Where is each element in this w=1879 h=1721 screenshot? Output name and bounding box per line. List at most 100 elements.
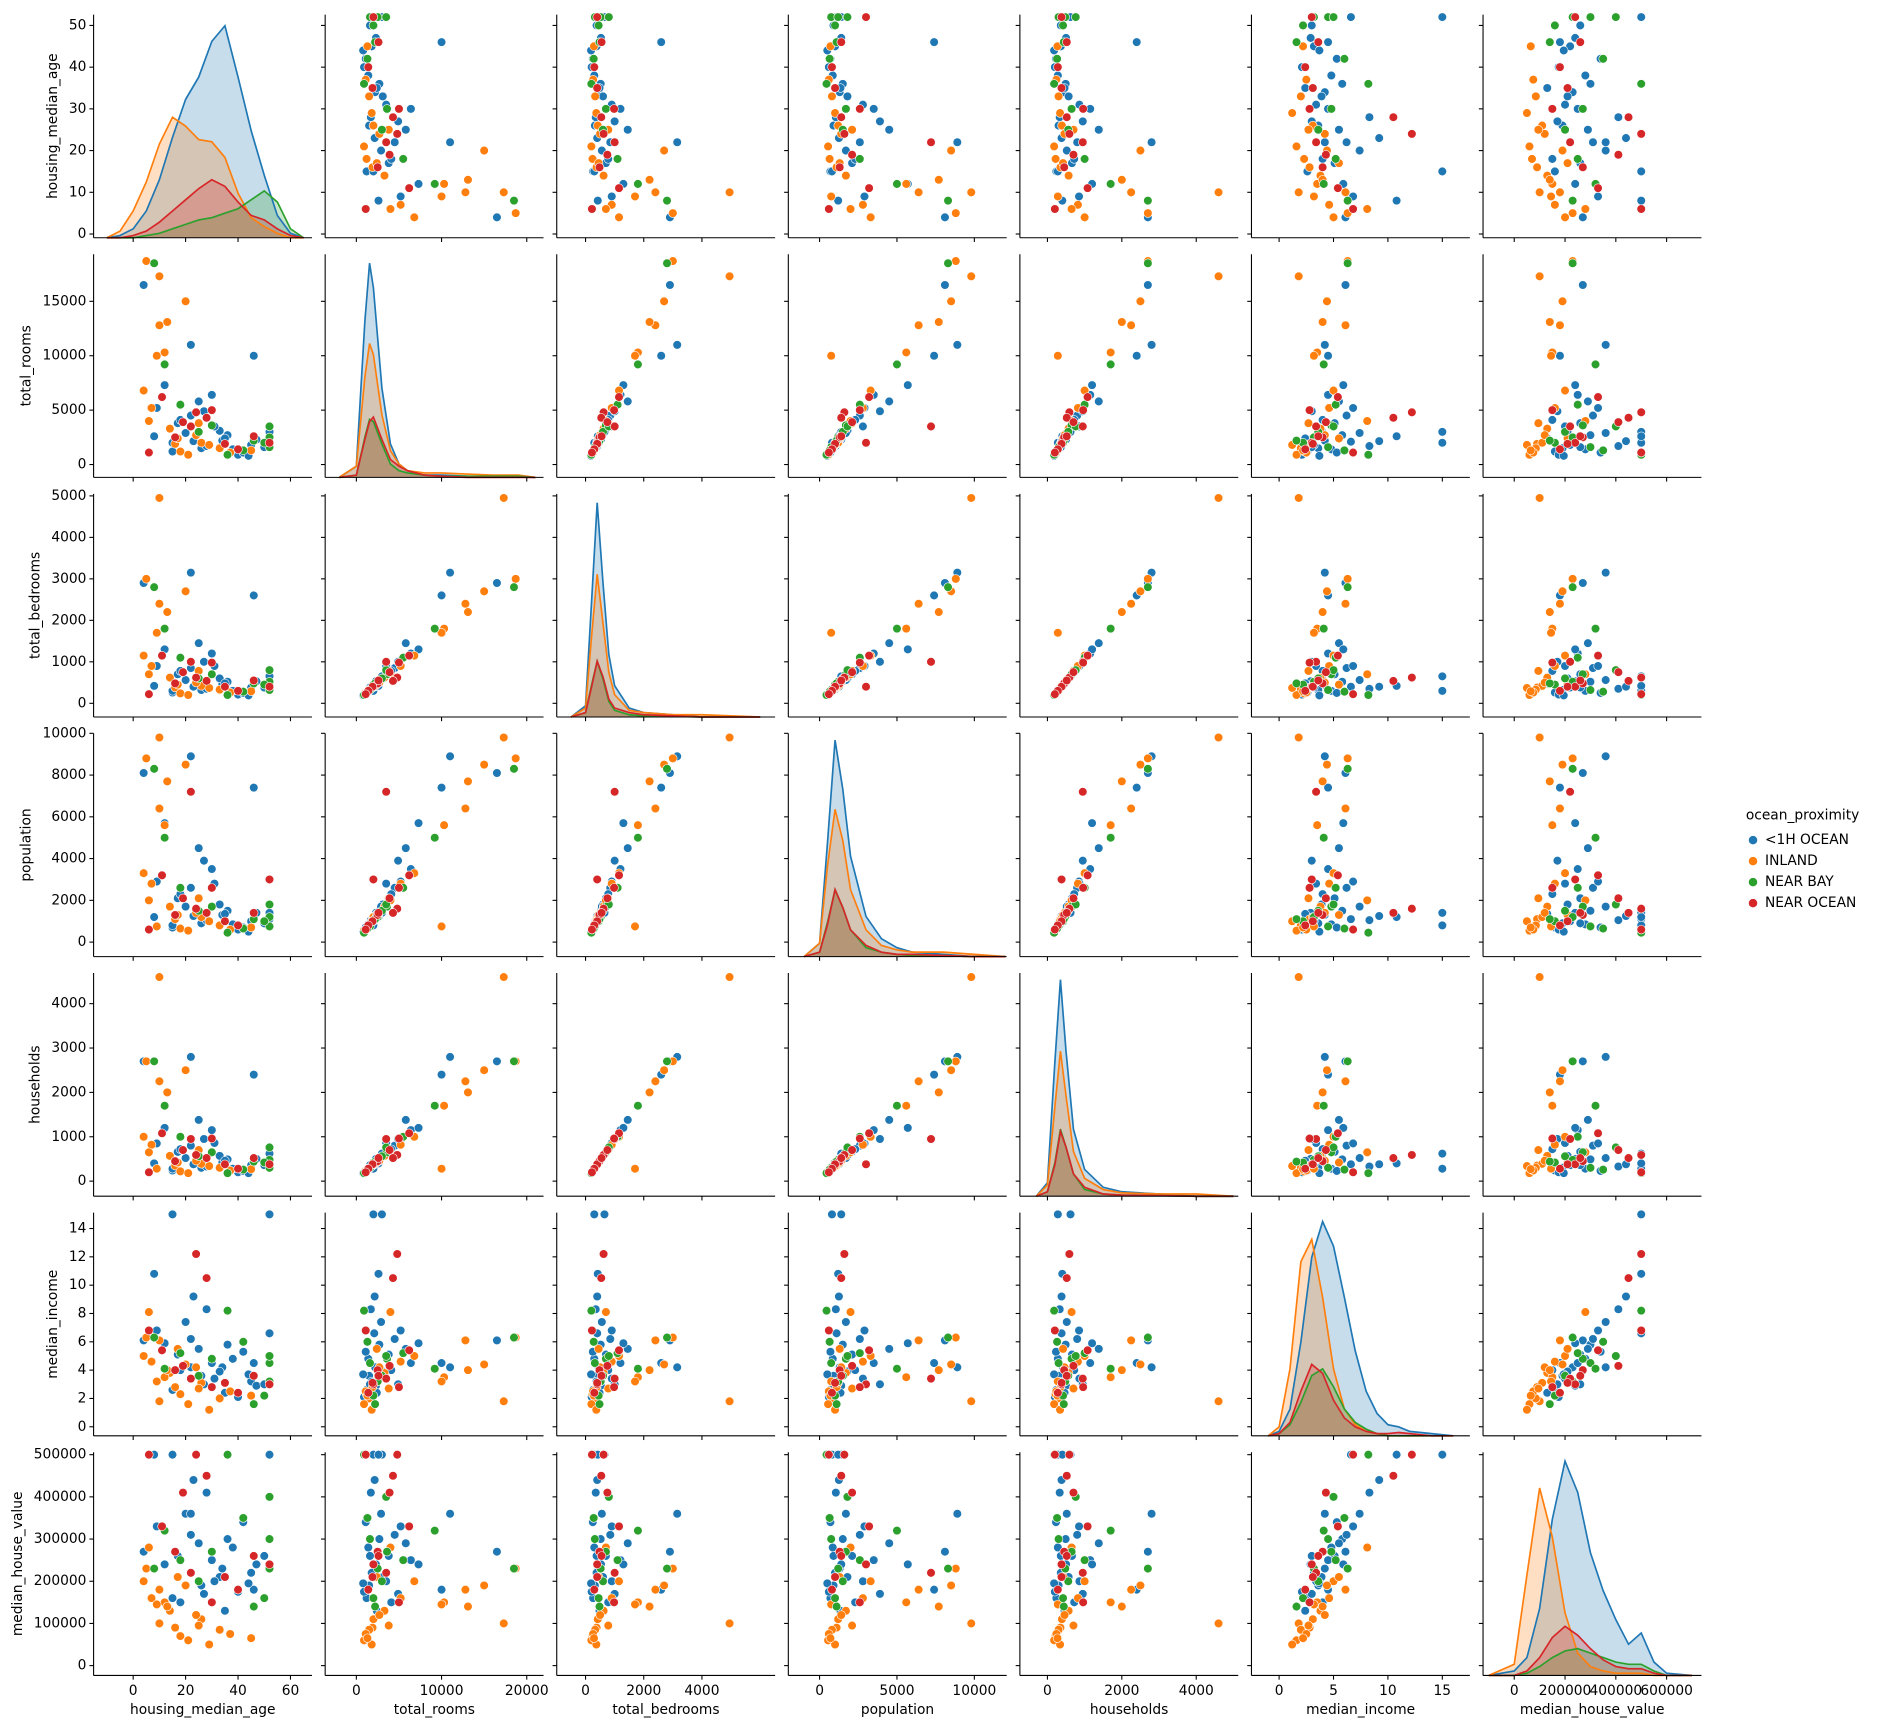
scatter-point (199, 1134, 209, 1144)
scatter-point (1636, 431, 1646, 441)
scatter-point (596, 908, 607, 918)
scatter-point (1062, 908, 1072, 918)
scatter-point (659, 1065, 669, 1075)
scatter-point (1540, 129, 1550, 139)
scatter-point (1334, 125, 1344, 135)
scatter-point (183, 690, 193, 700)
scatter-point (1287, 108, 1297, 118)
scatter-point (596, 112, 606, 122)
scatter-point (264, 438, 275, 448)
scatter-point (1309, 628, 1319, 638)
scatter-point (1568, 753, 1578, 764)
scatter-point (1547, 405, 1557, 415)
scatter-point (869, 1555, 879, 1565)
scatter-point (404, 870, 414, 880)
kde-fill (339, 263, 536, 478)
scatter-point (368, 12, 379, 22)
scatter-point (201, 908, 212, 918)
scatter-point (1073, 200, 1083, 210)
scatter-point (413, 1123, 424, 1133)
scatter-point (610, 856, 620, 866)
scatter-point (592, 1378, 602, 1388)
scatter-point (460, 187, 471, 197)
scatter-point (396, 191, 406, 202)
scatter-point (460, 599, 471, 609)
scatter-point (1546, 351, 1556, 361)
scatter-point (1601, 1317, 1611, 1327)
scatter-point (249, 1399, 259, 1409)
scatter-point (144, 895, 154, 905)
scatter-point (1524, 141, 1535, 152)
scatter-point (826, 1534, 836, 1544)
kde-line (106, 23, 304, 239)
scatter-point (362, 54, 373, 64)
scatter-point (650, 1585, 661, 1595)
scatter-point (1585, 685, 1596, 695)
scatter-point (1585, 921, 1596, 932)
scatter-point (1132, 37, 1142, 47)
x-axis-label: total_rooms (394, 1702, 475, 1718)
scatter-point (1545, 435, 1555, 446)
scatter-point (149, 1563, 159, 1574)
scatter-point (1636, 1325, 1646, 1336)
kde-line (1488, 1458, 1693, 1677)
scatter-point (180, 1065, 191, 1075)
scatter-point (194, 418, 204, 428)
scatter-point (827, 62, 837, 72)
scatter-point (827, 1388, 837, 1398)
scatter-point (1636, 1167, 1646, 1177)
scatter-point (1319, 833, 1329, 843)
kde-line (1268, 1363, 1454, 1437)
scatter-point (602, 1361, 612, 1371)
scatter-point (1374, 911, 1384, 921)
scatter-point (1117, 175, 1127, 185)
scatter-point (436, 1358, 447, 1368)
scatter-point (139, 768, 149, 778)
scatter-point (1590, 1364, 1601, 1374)
scatter-point (222, 1450, 233, 1460)
scatter-point (167, 1450, 178, 1460)
scatter-point (1053, 1534, 1064, 1544)
scatter-point (1374, 682, 1384, 692)
kde-fill (1036, 1131, 1234, 1197)
scatter-point (943, 1056, 953, 1066)
scatter-point (598, 1249, 609, 1259)
scatter-point (1298, 1633, 1308, 1643)
scatter-point (1322, 586, 1332, 596)
scatter-point (1575, 37, 1585, 47)
scatter-point (1363, 690, 1373, 700)
scatter-point (1313, 37, 1323, 47)
scatter-point (1348, 876, 1358, 887)
scatter-point (587, 1325, 597, 1336)
scatter-point (381, 787, 391, 797)
scatter-point (587, 1167, 597, 1177)
scatter-point (1339, 1164, 1350, 1175)
scatter-point (362, 1633, 373, 1643)
scatter-point (249, 1070, 259, 1080)
scatter-point (668, 208, 678, 218)
scatter-point (396, 1325, 406, 1336)
scatter-point (1338, 818, 1348, 828)
y-tick-label: 40 (69, 59, 87, 75)
scatter-point (170, 1547, 180, 1557)
scatter-point (1636, 196, 1646, 206)
scatter-point (630, 1164, 640, 1174)
scatter-point (855, 1348, 865, 1358)
y-tick-label: 1000 (51, 1129, 86, 1145)
scatter-point (1299, 154, 1309, 164)
scatter-point (233, 686, 243, 696)
scatter-point (160, 347, 170, 358)
scatter-point (1590, 624, 1601, 634)
scatter-point (209, 1374, 220, 1384)
scatter-point (1331, 400, 1341, 410)
scatter-point (1562, 1159, 1573, 1169)
scatter-point (509, 1056, 519, 1066)
scatter-point (1533, 418, 1543, 428)
scatter-point (822, 1578, 832, 1588)
scatter-point (144, 416, 154, 426)
scatter-point (249, 590, 259, 601)
scatter-point (1613, 1145, 1623, 1155)
scatter-point (836, 1209, 846, 1219)
scatter-point (827, 91, 837, 101)
scatter-point (359, 1306, 369, 1316)
